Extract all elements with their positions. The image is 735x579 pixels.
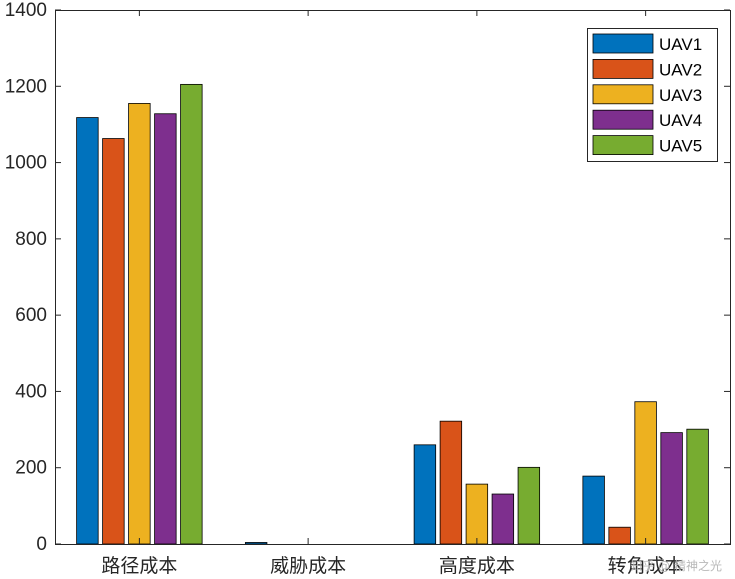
bar-uav5-0: [180, 83, 203, 545]
bar-uav4-0: [154, 113, 177, 545]
legend-label-uav4: UAV4: [659, 111, 702, 130]
legend-swatch-uav1: [592, 33, 654, 54]
axes-group: 0 200 400 600 800 1000 1200 1400 路径成本 威胁成本 高度成本 转角成…: [5, 0, 730, 577]
legend-swatch-uav3: [592, 84, 654, 105]
bar-uav2-0: [102, 138, 125, 545]
y-tick-label: 400: [15, 381, 47, 402]
legend-label-uav5: UAV5: [659, 137, 702, 156]
bar-uav4-2: [491, 493, 515, 545]
y-tick-label: 600: [15, 305, 47, 326]
bar-uav2-3: [608, 526, 631, 545]
bars-group: [76, 83, 709, 545]
bar-uav1-2: [413, 444, 437, 545]
bar-uav5-2: [517, 466, 541, 545]
y-tick-label: 1200: [5, 76, 47, 97]
y-tick-label: 1000: [5, 153, 47, 174]
bar-uav5-3: [686, 428, 709, 545]
legend-label-uav2: UAV2: [659, 60, 702, 79]
legend-swatch-uav2: [592, 59, 654, 79]
y-tick-label: 200: [15, 458, 47, 479]
x-category-label: 高度成本: [439, 555, 515, 577]
y-tick-label: 1400: [5, 0, 47, 21]
plot-frame: [55, 10, 731, 545]
bar-uav3-0: [128, 103, 151, 545]
bar-uav2-2: [439, 420, 463, 545]
x-category-label: 路径成本: [101, 555, 177, 577]
y-tick-label: 0: [36, 534, 47, 555]
bar-uav1-1: [244, 542, 268, 545]
legend-label-uav3: UAV3: [659, 86, 702, 105]
bar-uav4-3: [660, 432, 683, 545]
bar-uav3-2: [465, 483, 489, 545]
legend: UAV1 UAV2 UAV3 UAV4 UAV5: [587, 28, 718, 162]
legend-label-uav1: UAV1: [659, 35, 702, 54]
y-tick-label: 800: [15, 229, 47, 250]
bar-uav3-3: [634, 401, 657, 545]
legend-swatch-uav5: [592, 135, 654, 156]
x-category-label: 威胁成本: [270, 555, 346, 577]
x-category-label: 转角成本: [608, 555, 684, 577]
bar-uav1-3: [582, 475, 605, 545]
watermark-text: 知乎 @ 精神之光: [630, 559, 722, 573]
bar-uav1-0: [76, 117, 99, 545]
legend-swatch-uav4: [592, 109, 654, 130]
